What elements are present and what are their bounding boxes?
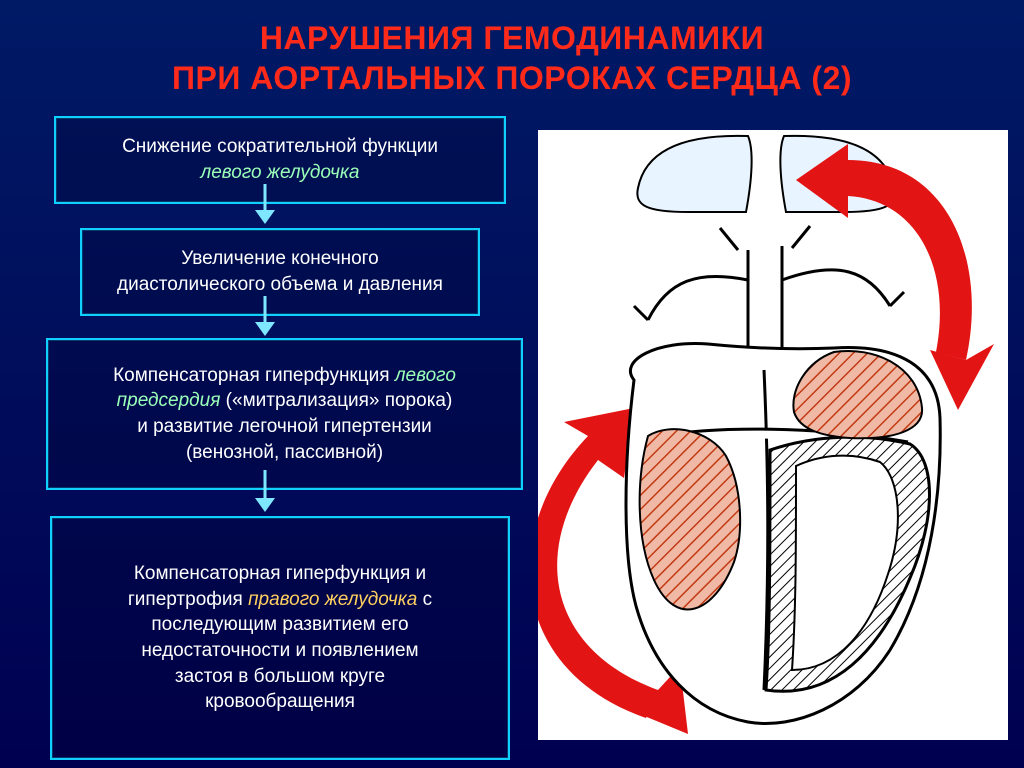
- box-line: и развитие легочной гипертензии: [62, 414, 507, 440]
- text-span: левого: [395, 365, 456, 386]
- box-line: недостаточности и появлением: [66, 638, 494, 664]
- box-line: Снижение сократительной функции: [70, 134, 490, 160]
- box-line: предсердия («митрализация» порока): [62, 388, 507, 414]
- text-span: («митрализация» порока): [220, 390, 452, 411]
- box-line: кровообращения: [66, 689, 494, 715]
- box-line: (венозной, пассивной): [62, 440, 507, 466]
- text-span: диастолического объема и давления: [117, 274, 443, 295]
- text-span: застоя в большом круге: [175, 666, 385, 687]
- text-span: с: [417, 589, 432, 610]
- flow-arrow-1: [245, 184, 285, 224]
- box-line: застоя в большом круге: [66, 664, 494, 690]
- vessels-icon: [634, 226, 904, 364]
- text-span: (венозной, пассивной): [186, 442, 383, 463]
- lv-wall-hatched: [766, 437, 930, 691]
- text-span: Увеличение конечного: [181, 248, 379, 269]
- text-span: предсердия: [117, 390, 221, 411]
- text-span: Компенсаторная гиперфункция и: [134, 563, 426, 584]
- box-line: диастолического объема и давления: [96, 272, 464, 298]
- text-span: Снижение сократительной функции: [122, 136, 438, 157]
- box-line: Компенсаторная гиперфункция и: [66, 561, 494, 587]
- box-line: гипертрофия правого желудочка с: [66, 587, 494, 613]
- text-span: Компенсаторная гиперфункция: [113, 365, 395, 386]
- text-span: недостаточности и появлением: [141, 640, 418, 661]
- box-line: Компенсаторная гиперфункция левого: [62, 363, 507, 389]
- text-span: левого желудочка: [201, 162, 360, 183]
- text-span: гипертрофия: [128, 589, 248, 610]
- title-line-1: НАРУШЕНИЯ ГЕМОДИНАМИКИ: [0, 18, 1024, 58]
- flow-box-4: Компенсаторная гиперфункция и гипертрофия…: [50, 516, 510, 760]
- flow-arrow-2: [245, 296, 285, 336]
- flow-arrow-3: [245, 470, 285, 512]
- slide-title: НАРУШЕНИЯ ГЕМОДИНАМИКИ ПРИ АОРТАЛЬНЫХ ПО…: [0, 18, 1024, 98]
- text-span: и развитие легочной гипертензии: [137, 416, 432, 437]
- slide: НАРУШЕНИЯ ГЕМОДИНАМИКИ ПРИ АОРТАЛЬНЫХ ПО…: [0, 0, 1024, 768]
- flow-box-3: Компенсаторная гиперфункция левогопредсе…: [46, 338, 523, 490]
- ra-chamber: [640, 429, 740, 609]
- text-span: кровообращения: [205, 691, 355, 712]
- heart-diagram: [538, 130, 1008, 740]
- text-span: правого желудочка: [248, 589, 417, 610]
- box-line: Увеличение конечного: [96, 246, 464, 272]
- box-line: последующим развитием его: [66, 612, 494, 638]
- text-span: последующим развитием его: [151, 614, 408, 635]
- box-line: левого желудочка: [70, 160, 490, 186]
- title-line-2: ПРИ АОРТАЛЬНЫХ ПОРОКАХ СЕРДЦА (2): [0, 58, 1024, 98]
